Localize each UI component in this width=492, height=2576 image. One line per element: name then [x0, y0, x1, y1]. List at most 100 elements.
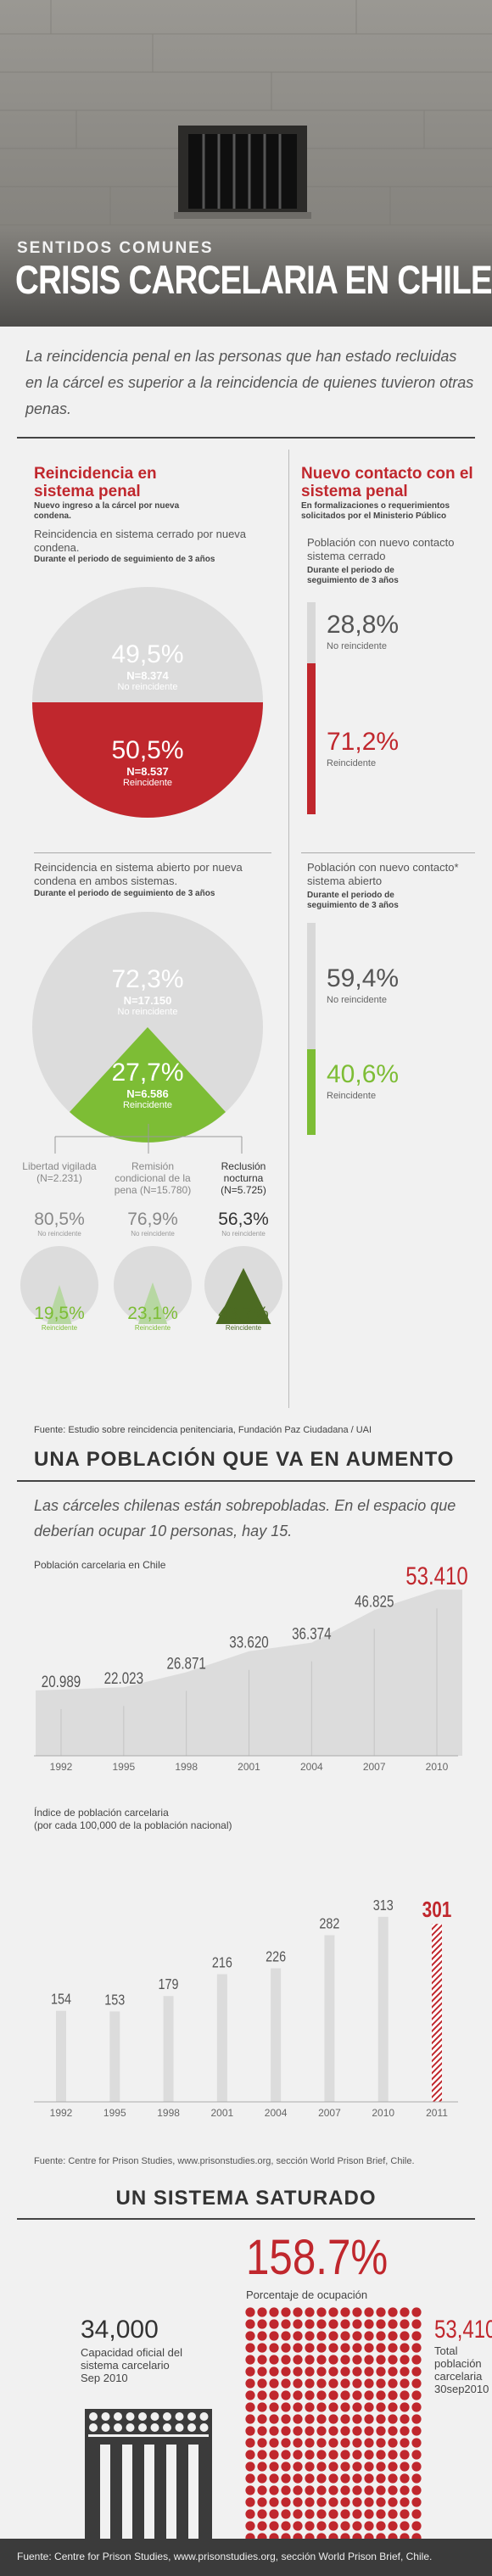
occupancy-dot — [316, 2426, 327, 2436]
cage-rail — [88, 2434, 209, 2437]
closed-yes-block: 50,5% N=8.537 Reincidente — [31, 736, 265, 788]
cage-dot — [114, 2423, 122, 2432]
occupancy-dot — [269, 2497, 279, 2507]
occupancy-dot — [388, 2485, 398, 2495]
occupancy-dot — [328, 2390, 338, 2400]
cage-bar — [188, 2445, 198, 2539]
occupancy-dot — [269, 2319, 279, 2329]
closed-no-n: N=8.374 — [126, 669, 169, 682]
occupancy-dot — [257, 2378, 267, 2389]
occupancy-dot — [328, 2319, 338, 2329]
sub-category: Libertad vigilada (N=2.231) 80,5% No reinc… — [17, 1160, 102, 1332]
closed-no-lbl: No reincidente — [117, 682, 178, 692]
occupancy-dot — [364, 2414, 374, 2424]
occupancy-dot — [269, 2343, 279, 2353]
occupancy-dot — [281, 2509, 291, 2519]
occupancy-dot — [388, 2390, 398, 2400]
occupancy-dot — [257, 2461, 267, 2472]
open-yes-n: N=6.586 — [126, 1087, 169, 1100]
occupancy-dot — [328, 2331, 338, 2341]
data-label: 53.410 — [405, 1562, 467, 1590]
occupancy-dot — [364, 2331, 374, 2341]
x-tick-label: 1998 — [157, 2107, 180, 2119]
data-label: 216 — [212, 1954, 232, 1971]
occupancy-dot — [257, 2473, 267, 2484]
occupancy-dot — [364, 2307, 374, 2317]
occupancy-dot — [388, 2319, 398, 2329]
closed-yes-lbl: Reincidente — [122, 778, 173, 788]
occupancy-dot — [245, 2307, 255, 2317]
occupancy-dot — [352, 2366, 362, 2377]
divider — [17, 437, 475, 439]
occupancy-dot — [364, 2343, 374, 2353]
tree-connector — [54, 1124, 243, 1154]
occupancy-dot — [376, 2497, 386, 2507]
section2-title: UNA POBLACIÓN QUE VA EN AUMENTO — [34, 1448, 455, 1471]
x-tick-label: 1995 — [112, 1761, 135, 1773]
occupancy-dot — [328, 2521, 338, 2531]
occupancy-dot — [245, 2533, 255, 2539]
bar — [432, 1924, 442, 2102]
occupancy-dot — [352, 2343, 362, 2353]
occupancy-dot — [305, 2485, 315, 2495]
occupancy-dot — [257, 2438, 267, 2448]
right-closed-no-lbl: No reincidente — [327, 641, 387, 651]
occupancy-dot — [388, 2331, 398, 2341]
occupancy-dot — [316, 2402, 327, 2412]
occupancy-dot — [400, 2497, 410, 2507]
occupancy-dot — [316, 2521, 327, 2531]
occupancy-dot — [400, 2355, 410, 2365]
occupancy-dot — [281, 2366, 291, 2377]
population-area-chart: 20.989 1992 22.023 1995 26.871 1998 33.620 2001… — [34, 1562, 468, 1773]
occupancy-dot — [269, 2533, 279, 2539]
occupancy-dot — [305, 2402, 315, 2412]
occupancy-dot — [305, 2343, 315, 2353]
x-tick-label: 1995 — [103, 2107, 126, 2119]
occupancy-dot — [400, 2390, 410, 2400]
x-tick-label: 2011 — [426, 2107, 448, 2119]
occupancy-dot — [257, 2366, 267, 2377]
occupancy-dot — [293, 2426, 303, 2436]
occupancy-dot — [305, 2521, 315, 2531]
occupancy-dot — [400, 2378, 410, 2389]
bar — [271, 1968, 282, 2102]
occupancy-dot — [328, 2533, 338, 2539]
occupancy-dot — [281, 2438, 291, 2448]
occupancy-dot — [269, 2378, 279, 2389]
occupancy-dot — [411, 2521, 422, 2531]
occupancy-dot — [340, 2414, 350, 2424]
occupancy-dot — [400, 2331, 410, 2341]
occupancy-dot — [245, 2319, 255, 2329]
occupancy-dot — [257, 2343, 267, 2353]
x-tick-label: 2001 — [238, 1761, 260, 1773]
occupancy-dot — [293, 2355, 303, 2365]
occupancy-dot — [305, 2450, 315, 2460]
occupancy-dot — [316, 2366, 327, 2377]
occupancy-dot — [388, 2438, 398, 2448]
occupancy-dot — [411, 2331, 422, 2341]
occupancy-dot — [364, 2485, 374, 2495]
occupancy-dot — [364, 2378, 374, 2389]
occupancy-dot — [411, 2533, 422, 2539]
occupancy-dot — [293, 2461, 303, 2472]
occupancy-dot — [388, 2414, 398, 2424]
occupancy-dot — [269, 2450, 279, 2460]
cage-bar — [166, 2445, 176, 2539]
cage-dot — [114, 2412, 122, 2421]
occupancy-dot — [411, 2497, 422, 2507]
sub-category: Remisión condicional de la pena (N=15.78… — [110, 1160, 195, 1332]
cage-dot — [187, 2412, 196, 2421]
occupancy-dot — [411, 2450, 422, 2460]
sub-pie-chart — [204, 1246, 282, 1324]
x-tick-label: 2007 — [363, 1761, 386, 1773]
page-title: CRISIS CARCELARIA EN CHILE — [15, 257, 492, 302]
cage-dot — [150, 2412, 159, 2421]
right-section-title: Nuevo contacto con el sistema penal — [301, 465, 473, 500]
occupancy-dot — [245, 2414, 255, 2424]
occupancy-dot — [376, 2402, 386, 2412]
occupancy-dot — [388, 2521, 398, 2531]
right-closed-yes-pct: 71,2% — [327, 728, 400, 756]
occupancy-dot — [352, 2402, 362, 2412]
occupancy-dot — [305, 2378, 315, 2389]
closed-yes-pct: 50,5% — [111, 736, 184, 764]
